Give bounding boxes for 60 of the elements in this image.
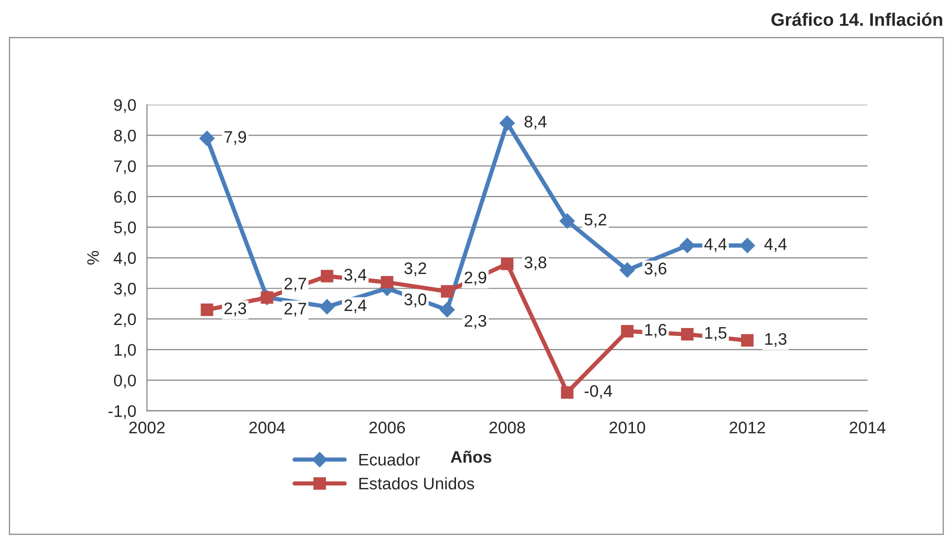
data-label: 1,6: [645, 324, 666, 338]
data-label: 3,6: [644, 262, 666, 276]
y-tick-label: 4,0: [114, 252, 136, 266]
x-tick-label: 2004: [249, 422, 286, 434]
data-label: 1,5: [705, 327, 726, 341]
legend-label: Ecuador: [359, 453, 420, 466]
point: [320, 270, 334, 282]
point: [560, 213, 575, 229]
point: [680, 238, 695, 254]
point: [199, 130, 215, 146]
data-label: 3,8: [524, 256, 546, 270]
x-axis-title: Años: [450, 450, 492, 463]
data-label: 2,4: [344, 299, 366, 314]
point: [620, 262, 635, 278]
data-label: 3,2: [404, 262, 426, 276]
data-label: 3,0: [404, 294, 426, 308]
point: [319, 299, 335, 314]
y-tick-label: 8,0: [114, 130, 136, 144]
data-label: 3,4: [344, 268, 366, 283]
chart-title: Gráfico 14. Inflación: [771, 12, 942, 26]
y-tick-label: 5,0: [114, 222, 136, 236]
y-tick-label: 2,0: [114, 313, 136, 328]
point: [681, 328, 694, 341]
data-label: 2,3: [224, 302, 246, 316]
point: [500, 258, 514, 270]
x-tick-label: 2002: [129, 422, 165, 434]
point: [440, 285, 454, 298]
y-axis-title: %: [87, 250, 99, 265]
y-tick-label: 3,0: [114, 282, 136, 297]
data-label: 2,9: [464, 272, 486, 286]
data-label: 4,4: [704, 238, 727, 252]
x-tick-label: 2008: [489, 422, 525, 434]
data-label: 7,9: [224, 131, 246, 145]
data-label: 5,2: [584, 214, 606, 228]
data-label: -0,4: [584, 385, 612, 399]
data-label: 2,7: [284, 278, 306, 292]
point: [380, 276, 394, 288]
point: [621, 324, 634, 338]
data-label: 4,4: [764, 238, 787, 252]
data-label: 2,3: [464, 314, 486, 329]
point: [440, 302, 455, 318]
y-tick-label: 9,0: [114, 99, 136, 113]
data-label: 2,7: [284, 302, 306, 316]
point: [200, 304, 214, 316]
x-tick-label: 2012: [730, 422, 766, 434]
y-tick-label: -1,0: [108, 405, 136, 419]
data-label: 1,3: [765, 333, 786, 347]
x-tick-label: 2014: [850, 422, 886, 434]
x-tick-label: 2010: [610, 422, 646, 434]
data-label: 8,4: [524, 116, 547, 130]
legend-label: Estados Unidos: [359, 477, 474, 490]
x-tick-label: 2006: [369, 422, 405, 434]
point: [560, 386, 574, 399]
point: [741, 334, 754, 347]
y-tick-label: 0,0: [114, 374, 136, 388]
y-tick-label: 7,0: [114, 160, 136, 174]
point: [740, 238, 755, 254]
y-tick-label: 1,0: [114, 344, 136, 358]
y-tick-label: 6,0: [114, 190, 136, 205]
point: [500, 116, 515, 131]
